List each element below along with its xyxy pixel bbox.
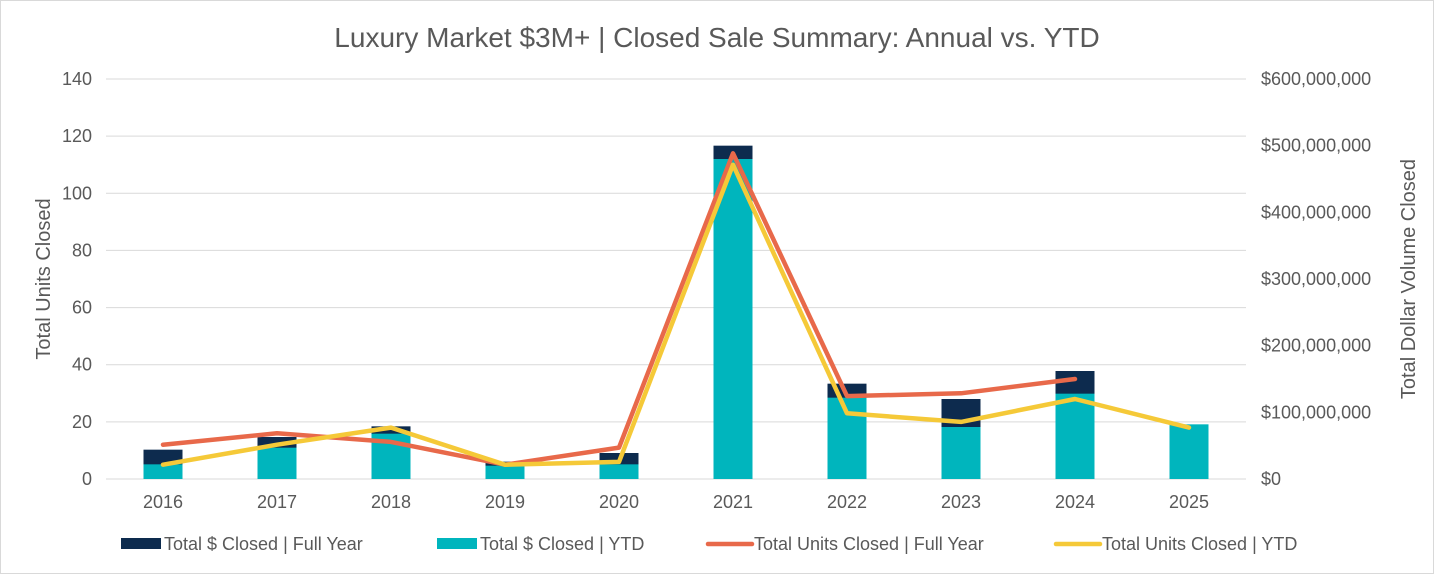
left-tick-label: 20 [72, 412, 92, 432]
left-axis-title: Total Units Closed [33, 198, 55, 359]
x-tick-label: 2025 [1169, 492, 1209, 512]
right-tick-label: $400,000,000 [1261, 202, 1371, 222]
right-axis-title: Total Dollar Volume Closed [1398, 159, 1420, 399]
legend-swatch [437, 538, 477, 549]
left-axis-ticks: 0 20 40 60 80 100 120 140 [62, 69, 92, 489]
x-tick-label: 2016 [143, 492, 183, 512]
legend-label: Total $ Closed | Full Year [164, 534, 363, 554]
line-units-full-year [160, 151, 1078, 467]
left-tick-label: 80 [72, 240, 92, 260]
bar-ytd [257, 447, 297, 479]
left-tick-label: 40 [72, 355, 92, 375]
left-tick-label: 140 [62, 69, 92, 89]
right-tick-label: $0 [1261, 469, 1281, 489]
bar-ytd [1169, 424, 1209, 479]
legend-label: Total Units Closed | YTD [1102, 534, 1297, 554]
bar-ytd [599, 464, 639, 479]
right-tick-label: $500,000,000 [1261, 136, 1371, 156]
left-tick-label: 0 [82, 469, 92, 489]
left-tick-label: 60 [72, 298, 92, 318]
bar-ytd [713, 159, 753, 479]
left-tick-label: 120 [62, 126, 92, 146]
series-lines [160, 151, 1192, 467]
legend: Total $ Closed | Full Year Total $ Closed… [121, 534, 1297, 554]
x-axis-ticks: 2016 2017 2018 2019 2020 2021 2022 2023 2024 2025 [143, 492, 1209, 512]
bar-ytd [941, 427, 981, 479]
right-tick-label: $200,000,000 [1261, 336, 1371, 356]
x-tick-label: 2024 [1055, 492, 1095, 512]
bars-ytd [143, 159, 1209, 479]
right-tick-label: $100,000,000 [1261, 402, 1371, 422]
x-tick-label: 2017 [257, 492, 297, 512]
x-tick-label: 2021 [713, 492, 753, 512]
bar-ytd [485, 465, 525, 479]
bar-ytd [143, 464, 183, 479]
legend-label: Total $ Closed | YTD [480, 534, 644, 554]
gridlines [106, 78, 1246, 480]
legend-swatch [121, 538, 161, 549]
chart-title: Luxury Market $3M+ | Closed Sale Summary… [334, 22, 1099, 53]
x-tick-label: 2018 [371, 492, 411, 512]
right-tick-label: $600,000,000 [1261, 69, 1371, 89]
line-units-ytd [160, 162, 1192, 467]
x-tick-label: 2019 [485, 492, 525, 512]
x-tick-label: 2022 [827, 492, 867, 512]
left-tick-label: 100 [62, 183, 92, 203]
x-tick-label: 2020 [599, 492, 639, 512]
legend-label: Total Units Closed | Full Year [754, 534, 984, 554]
x-tick-label: 2023 [941, 492, 981, 512]
bar-ytd [1055, 393, 1095, 479]
right-tick-label: $300,000,000 [1261, 269, 1371, 289]
right-axis-ticks: $0 $100,000,000 $200,000,000 $300,000,000 $4… [1261, 69, 1371, 489]
